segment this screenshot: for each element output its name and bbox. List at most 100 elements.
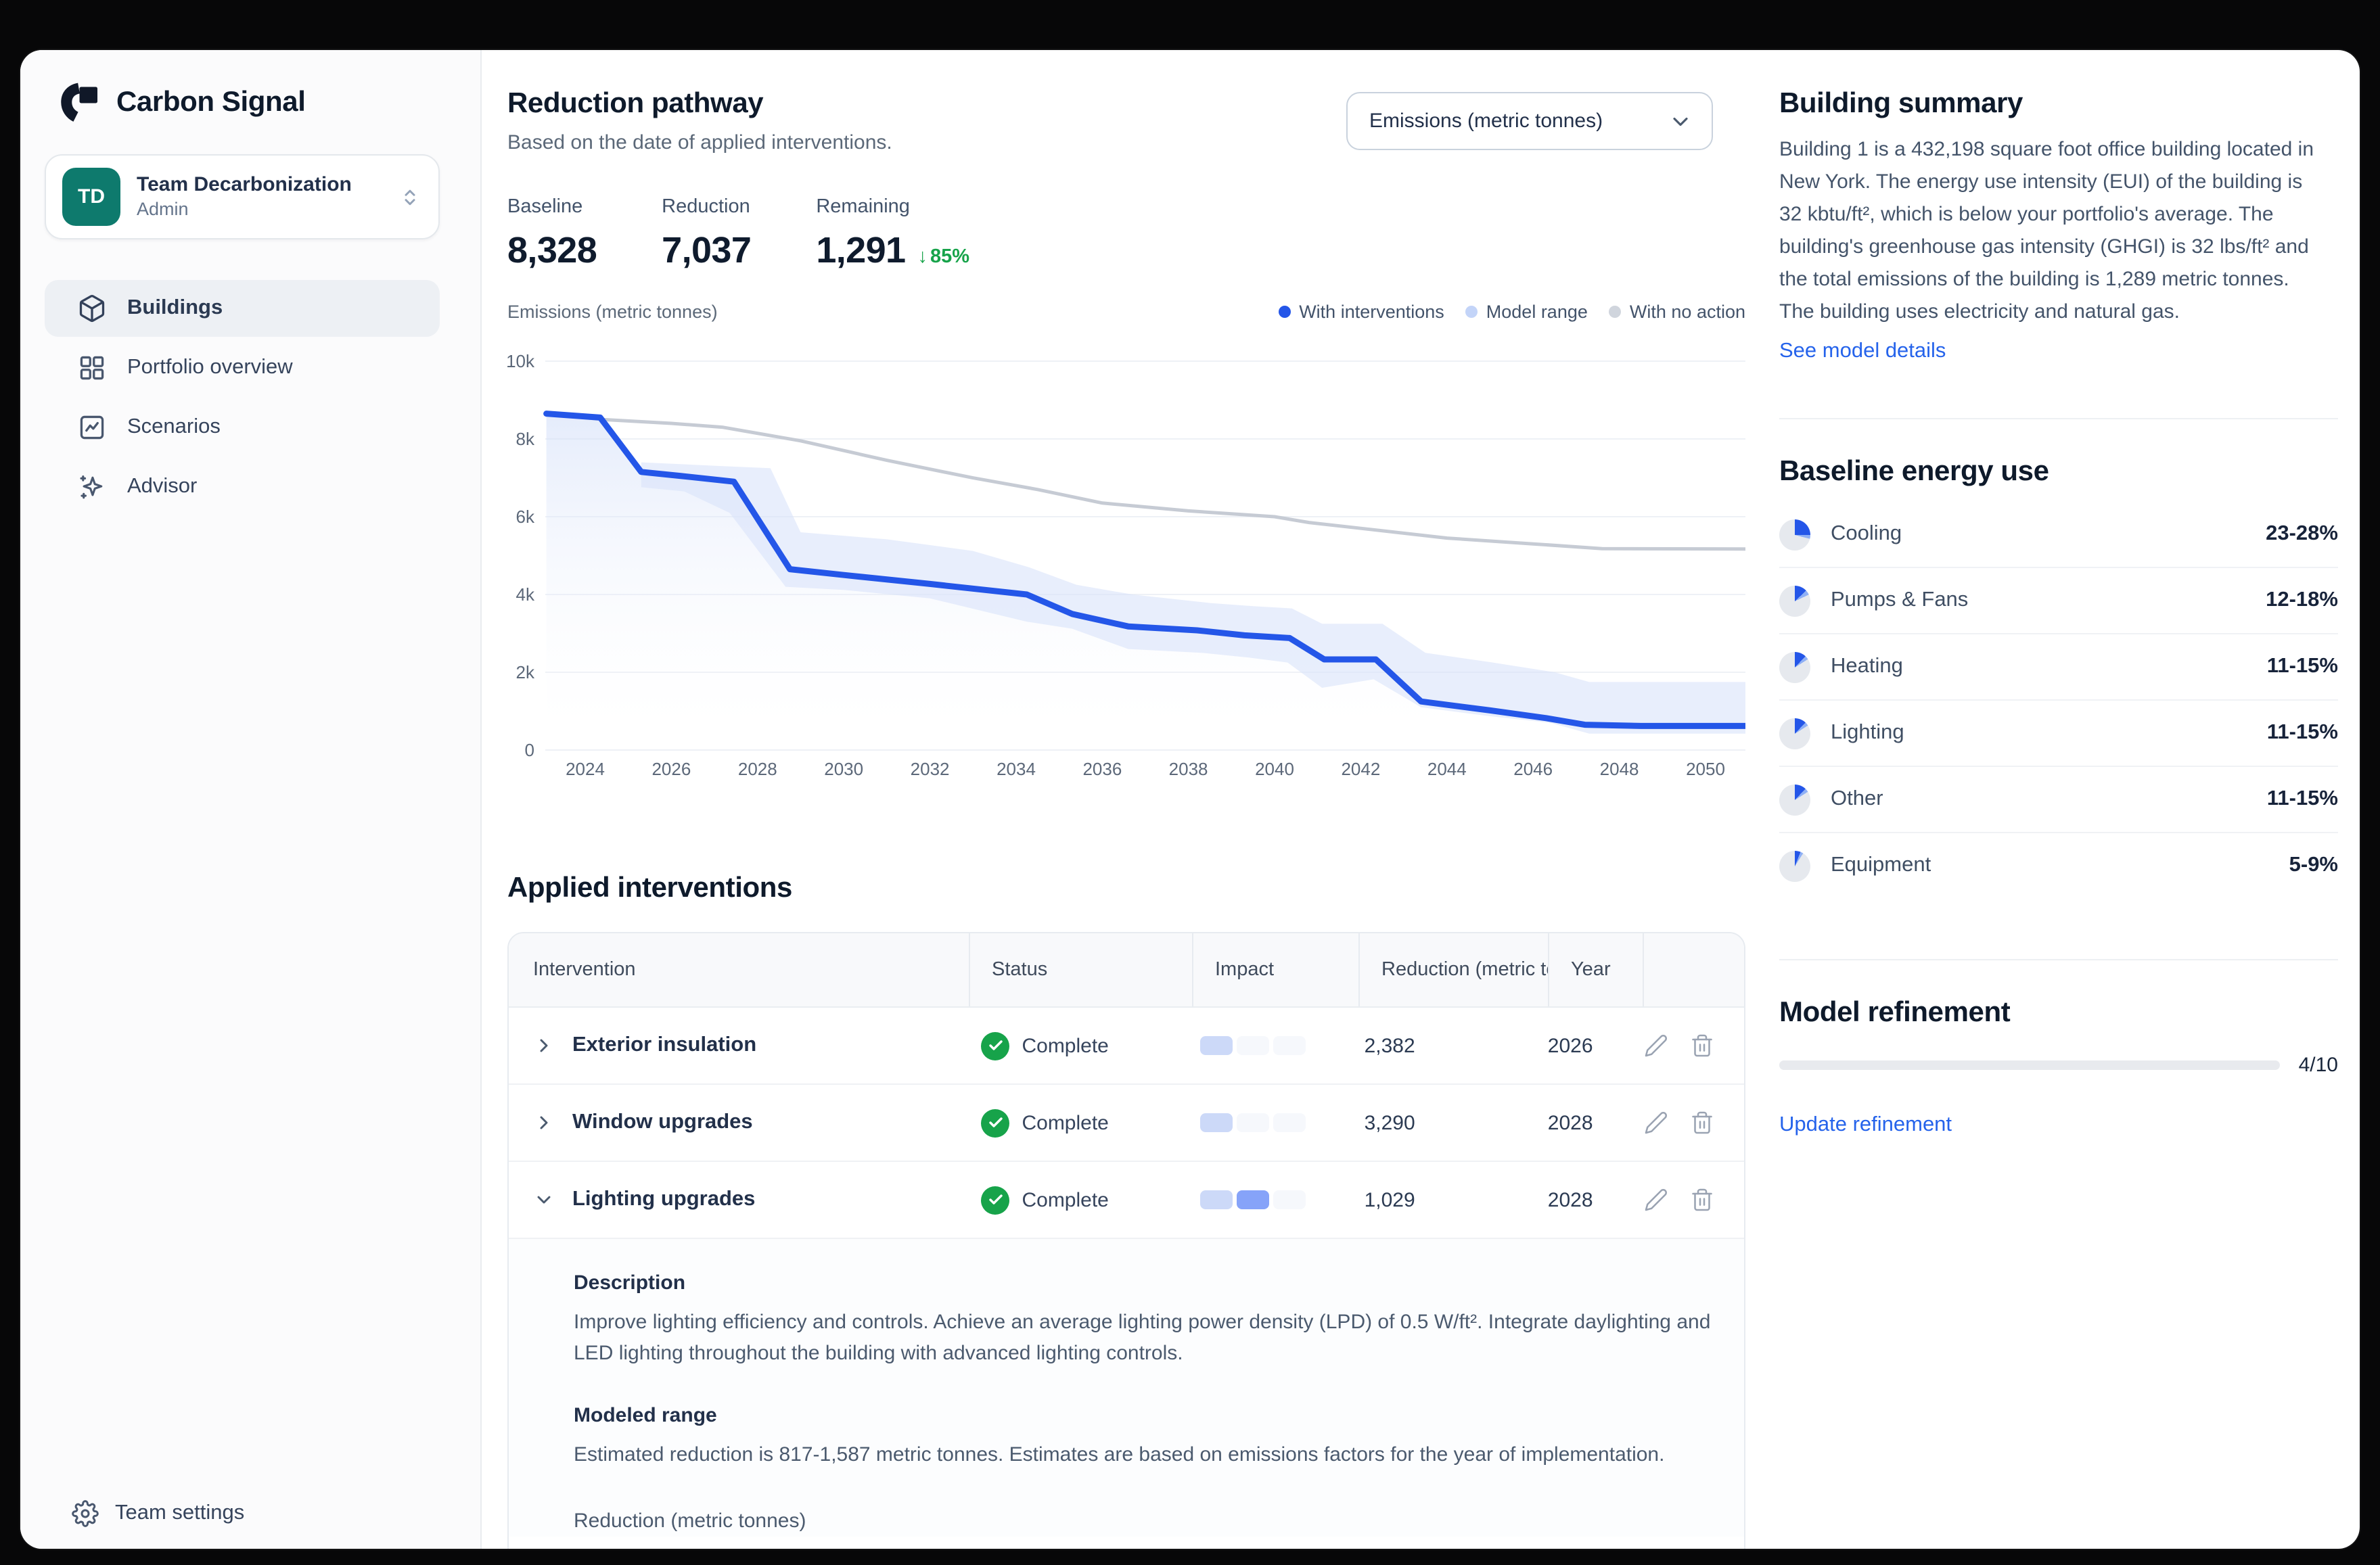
- intervention-name: Exterior insulation: [572, 1033, 757, 1056]
- stat-value: 1,291: [816, 230, 906, 271]
- legend-dot-lightblue: [1465, 306, 1478, 318]
- energy-row-pumps-fans: Pumps & Fans 12-18%: [1779, 568, 2338, 634]
- energy-row-cooling: Cooling 23-28%: [1779, 502, 2338, 568]
- status-badge: Complete: [1022, 1188, 1109, 1211]
- svg-text:2038: 2038: [1169, 759, 1208, 779]
- svg-text:8k: 8k: [516, 429, 535, 449]
- svg-text:4k: 4k: [516, 584, 535, 605]
- col-year: Year: [1548, 933, 1643, 1006]
- sidebar-item-advisor[interactable]: Advisor: [45, 459, 440, 515]
- pencil-icon: [1645, 1112, 1667, 1134]
- reduction-value: 1,029: [1364, 1188, 1415, 1211]
- year-value: 2028: [1547, 1188, 1593, 1211]
- energy-label: Equipment: [1831, 854, 1931, 877]
- year-value: 2026: [1547, 1034, 1593, 1057]
- building-summary-body: Building 1 is a 432,198 square foot offi…: [1779, 138, 2314, 323]
- delete-button[interactable]: [1690, 1111, 1714, 1135]
- col-intervention: Intervention: [533, 959, 636, 981]
- legend-label: With interventions: [1299, 302, 1444, 322]
- sidebar-item-portfolio-overview[interactable]: Portfolio overview: [45, 340, 440, 396]
- sidebar-item-label: Scenarios: [127, 415, 221, 438]
- svg-text:2026: 2026: [651, 759, 691, 779]
- table-row-expanded[interactable]: Lighting upgrades Complete 1,029 2028: [509, 1162, 1744, 1239]
- pie-icon: [1779, 519, 1810, 550]
- svg-text:2050: 2050: [1686, 759, 1725, 779]
- team-name: Team Decarbonization: [137, 173, 352, 196]
- check-circle-icon: [981, 1031, 1010, 1060]
- pie-icon: [1779, 585, 1810, 616]
- app-window: Carbon Signal TD Team Decarbonization Ad…: [20, 50, 2360, 1549]
- intervention-name: Lighting upgrades: [572, 1188, 756, 1211]
- energy-value: 11-15%: [2266, 787, 2338, 810]
- team-settings-label: Team settings: [115, 1501, 245, 1524]
- reduction-value: 2,382: [1364, 1034, 1415, 1057]
- team-switcher[interactable]: TD Team Decarbonization Admin: [45, 154, 440, 239]
- svg-text:2048: 2048: [1600, 759, 1639, 779]
- sidebar-item-label: Portfolio overview: [127, 356, 293, 379]
- energy-label: Pumps & Fans: [1831, 588, 1969, 611]
- edit-button[interactable]: [1644, 1188, 1668, 1212]
- stat-label: Reduction: [662, 196, 750, 218]
- box-icon: [79, 295, 105, 323]
- stat-reduction: Reduction 7,037: [662, 196, 752, 272]
- year-value: 2028: [1547, 1111, 1593, 1134]
- edit-button[interactable]: [1644, 1033, 1668, 1058]
- col-impact: Impact: [1192, 933, 1358, 1006]
- delete-button[interactable]: [1690, 1188, 1714, 1212]
- unit-dropdown[interactable]: Emissions (metric tonnes): [1346, 92, 1713, 150]
- gear-icon: [72, 1500, 99, 1527]
- svg-text:2046: 2046: [1513, 759, 1553, 779]
- see-model-details-link[interactable]: See model details: [1779, 340, 1946, 363]
- legend-label: Model range: [1486, 302, 1588, 322]
- stat-remaining: Remaining 1,291 ↓ 85%: [816, 196, 969, 272]
- team-role: Admin: [137, 199, 189, 219]
- col-actions: [1643, 933, 1744, 1006]
- pie-icon: [1779, 784, 1810, 815]
- unit-dropdown-value: Emissions (metric tonnes): [1369, 110, 1603, 133]
- detail-description-line: LED lighting throughout the building wit…: [574, 1342, 1183, 1365]
- expand-chevron-right-icon[interactable]: [533, 1112, 555, 1134]
- svg-text:2034: 2034: [997, 759, 1036, 779]
- sidebar-item-buildings[interactable]: Buildings: [45, 280, 440, 337]
- delete-button[interactable]: [1690, 1033, 1714, 1058]
- legend-with-interventions: With interventions: [1279, 302, 1444, 322]
- team-settings-button[interactable]: Team settings: [72, 1500, 244, 1527]
- intervention-name: Window upgrades: [572, 1111, 753, 1134]
- sparkles-icon: [80, 475, 103, 499]
- brand-name: Carbon Signal: [116, 87, 306, 118]
- col-status: Status: [969, 933, 1192, 1006]
- svg-text:2040: 2040: [1255, 759, 1294, 779]
- pencil-icon: [1645, 1189, 1667, 1211]
- table-row[interactable]: Window upgrades Complete 3,290 2028: [509, 1085, 1744, 1162]
- sidebar-item-label: Buildings: [127, 296, 223, 319]
- legend-dot-gray: [1609, 306, 1622, 318]
- legend-model-range: Model range: [1465, 302, 1588, 322]
- energy-value: 5-9%: [2289, 854, 2338, 877]
- energy-label: Heating: [1831, 655, 1903, 678]
- brand-logo-row: Carbon Signal: [61, 83, 306, 123]
- status-badge: Complete: [1022, 1034, 1109, 1057]
- sidebar-nav: Buildings Portfolio overview Scenarios: [45, 280, 440, 518]
- impact-bar: [1200, 1036, 1306, 1055]
- team-avatar: TD: [62, 168, 120, 226]
- edit-button[interactable]: [1644, 1111, 1668, 1135]
- carbon-signal-logo-icon: [61, 83, 97, 122]
- interventions-table: Intervention Status Impact Reduction (me…: [507, 932, 1745, 1549]
- page-title: Reduction pathway: [507, 88, 764, 119]
- energy-row-heating: Heating 11-15%: [1779, 634, 2338, 701]
- grid-icon: [80, 356, 104, 380]
- detail-description-title: Description: [574, 1271, 686, 1294]
- energy-label: Lighting: [1831, 721, 1904, 744]
- stat-baseline: Baseline 8,328: [507, 196, 597, 272]
- energy-row-other: Other 11-15%: [1779, 767, 2338, 833]
- sidebar-item-scenarios[interactable]: Scenarios: [45, 399, 440, 456]
- baseline-energy-list: Cooling 23-28% Pumps & Fans 12-18% Heati…: [1779, 502, 2338, 898]
- col-reduction: Reduction (metric tonnes): [1358, 933, 1548, 1006]
- table-row[interactable]: Exterior insulation Complete 2,382 2026: [509, 1008, 1744, 1085]
- collapse-chevron-down-icon[interactable]: [533, 1189, 555, 1211]
- svg-text:6k: 6k: [516, 507, 535, 527]
- svg-text:2028: 2028: [738, 759, 777, 779]
- expand-chevron-right-icon[interactable]: [533, 1035, 555, 1056]
- svg-text:2036: 2036: [1082, 759, 1122, 779]
- update-refinement-link[interactable]: Update refinement: [1779, 1113, 1952, 1136]
